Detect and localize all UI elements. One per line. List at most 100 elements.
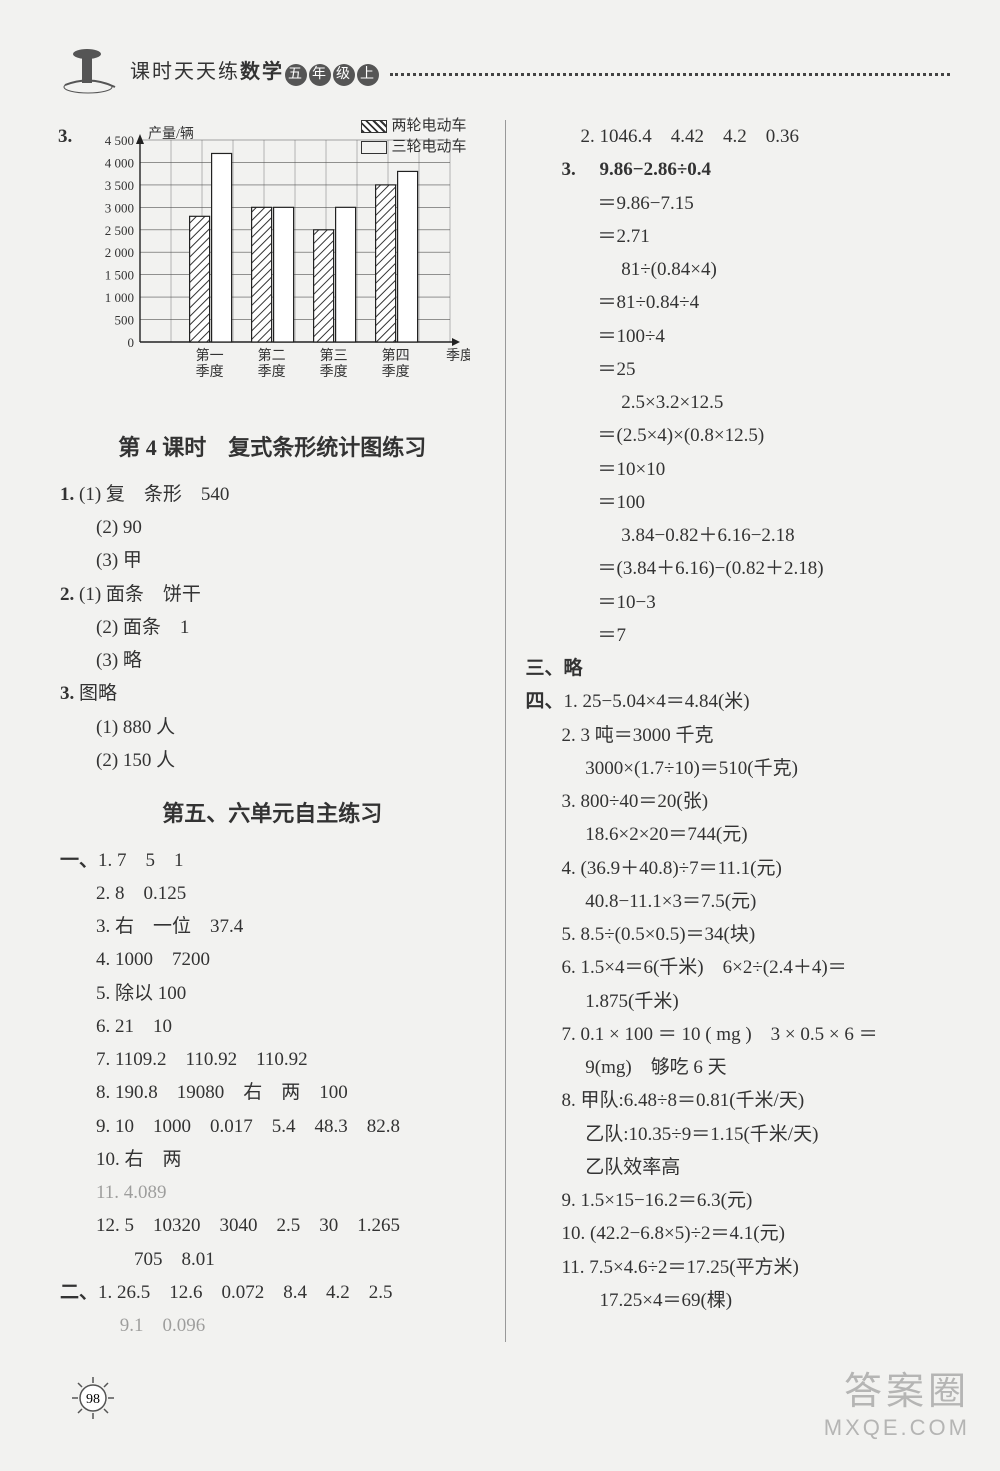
c13: ＝10−3 (526, 586, 951, 619)
si-8c: 乙队效率高 (526, 1151, 951, 1184)
si-4a: 4. (36.9＋40.8)÷7＝11.1(元) (526, 852, 951, 885)
si-4b: 40.8−11.1×3＝7.5(元) (526, 885, 951, 918)
svg-text:第一: 第一 (196, 347, 224, 364)
left-column: 3. 两轮电动车 三轮电动车 05001 0001 5002 0002 5003… (60, 120, 503, 1342)
q2-1: 2. (1) 面条 饼干 (60, 578, 485, 611)
yi-10: 10. 右 两 (60, 1143, 485, 1176)
svg-text:3 000: 3 000 (105, 200, 134, 215)
badge-nian: 年 (309, 64, 331, 86)
badge-grade: 五 (285, 64, 307, 86)
si-11b: 17.25×4＝69(棵) (526, 1284, 951, 1317)
svg-text:产量/辆: 产量/辆 (148, 126, 194, 142)
section-title-4: 第 4 课时 复式条形统计图练习 (60, 429, 485, 468)
chart-legend: 两轮电动车 三轮电动车 (361, 116, 466, 158)
bar-chart: 3. 两轮电动车 三轮电动车 05001 0001 5002 0002 5003… (80, 120, 485, 411)
svg-text:3 500: 3 500 (105, 178, 134, 193)
column-divider (505, 120, 506, 1342)
yi-4: 4. 1000 7200 (60, 943, 485, 976)
si-6b: 1.875(千米) (526, 985, 951, 1018)
q1-2: (2) 90 (60, 511, 485, 544)
si-7a: 7. 0.1 × 100 ＝ 10 ( mg ) 3 × 0.5 × 6 ＝ (526, 1018, 951, 1051)
c12: ＝(3.84＋6.16)−(0.82＋2.18) (526, 552, 951, 585)
c7: 2.5×3.2×12.5 (526, 386, 951, 419)
yi-12b: 705 8.01 (60, 1243, 485, 1276)
page-number: 98 (70, 1375, 116, 1421)
svg-text:第四: 第四 (382, 347, 410, 364)
page-header: 课时天天练数学五年级上 (60, 40, 950, 100)
yi-9: 9. 10 1000 0.017 5.4 48.3 82.8 (60, 1110, 485, 1143)
legend-label-1: 两轮电动车 (391, 116, 466, 137)
c1: ＝9.86−7.15 (526, 187, 951, 220)
section-title-56: 第五、六单元自主练习 (60, 795, 485, 834)
si-3b: 18.6×2×20＝744(元) (526, 818, 951, 851)
c3: 81÷(0.84×4) (526, 253, 951, 286)
chart-qnum: 3. (58, 120, 72, 153)
q3-2: (2) 150 人 (60, 744, 485, 777)
legend-swatch-2 (361, 141, 387, 154)
yi-8: 8. 190.8 19080 右 两 100 (60, 1076, 485, 1109)
svg-text:第三: 第三 (320, 347, 348, 364)
q3-1: (1) 880 人 (60, 711, 485, 744)
svg-text:2 000: 2 000 (105, 245, 134, 260)
legend-swatch-1 (361, 120, 387, 133)
q1-1: 1. (1) 复 条形 540 (60, 478, 485, 511)
svg-text:第二: 第二 (258, 347, 286, 364)
si-1: 四、1. 25−5.04×4＝4.84(米) (526, 685, 951, 718)
c11: 3.84−0.82＋6.16−2.18 (526, 519, 951, 552)
si-5: 5. 8.5÷(0.5×0.5)＝34(块) (526, 918, 951, 951)
c4: ＝81÷0.84÷4 (526, 286, 951, 319)
yi-3: 3. 右 一位 37.4 (60, 910, 485, 943)
q2-2: (2) 面条 1 (60, 611, 485, 644)
r-2: 2. 1046.4 4.42 4.2 0.36 (526, 120, 951, 153)
svg-text:季度: 季度 (258, 364, 286, 380)
svg-text:季度: 季度 (320, 364, 348, 380)
si-6a: 6. 1.5×4＝6(千米) 6×2÷(2.4＋4)＝ (526, 951, 951, 984)
r-3: 3. 9.86−2.86÷0.4 (526, 153, 951, 186)
badge-vol: 上 (357, 64, 379, 86)
er-1a: 二、1. 26.5 12.6 0.072 8.4 4.2 2.5 (60, 1276, 485, 1309)
q2-3: (3) 略 (60, 644, 485, 677)
si-11a: 11. 7.5×4.6÷2＝17.25(平方米) (526, 1251, 951, 1284)
c5: ＝100÷4 (526, 320, 951, 353)
yi-7: 7. 1109.2 110.92 110.92 (60, 1043, 485, 1076)
yi-1: 一、1. 7 5 1 (60, 844, 485, 877)
si-9: 9. 1.5×15−16.2＝6.3(元) (526, 1184, 951, 1217)
yi-2: 2. 8 0.125 (60, 877, 485, 910)
svg-text:4 500: 4 500 (105, 133, 134, 148)
chart-svg: 05001 0001 5002 0002 5003 0003 5004 0004… (80, 120, 470, 400)
svg-text:季度: 季度 (382, 364, 410, 380)
header-title: 课时天天练数学五年级上 (130, 55, 380, 86)
si-2b: 3000×(1.7÷10)＝510(千克) (526, 752, 951, 785)
svg-text:季度: 季度 (446, 348, 470, 364)
header-dots (390, 64, 950, 76)
c2: ＝2.71 (526, 220, 951, 253)
svg-text:2 500: 2 500 (105, 223, 134, 238)
c9: ＝10×10 (526, 453, 951, 486)
watermark-line1: 答案圈 (824, 1360, 970, 1415)
si-8a: 8. 甲队:6.48÷8＝0.81(千米/天) (526, 1084, 951, 1117)
q3-head: 3. 图略 (60, 677, 485, 710)
svg-text:98: 98 (86, 1392, 100, 1407)
svg-text:1 500: 1 500 (105, 268, 134, 283)
c6: ＝25 (526, 353, 951, 386)
yi-11: 11. 4.089 (60, 1176, 485, 1209)
legend-label-2: 三轮电动车 (391, 137, 466, 158)
yi-12a: 12. 5 10320 3040 2.5 30 1.265 (60, 1209, 485, 1242)
svg-text:0: 0 (128, 335, 135, 350)
yi-6: 6. 21 10 (60, 1010, 485, 1043)
yi-5: 5. 除以 100 (60, 977, 485, 1010)
svg-text:500: 500 (115, 313, 135, 328)
sun-icon: 98 (70, 1375, 116, 1421)
svg-text:季度: 季度 (196, 364, 224, 380)
er-1b: 9.1 0.096 (60, 1309, 485, 1342)
san: 三、略 (526, 652, 951, 685)
si-10: 10. (42.2−6.8×5)÷2＝4.1(元) (526, 1217, 951, 1250)
book-lamp-icon (60, 45, 120, 95)
si-7b: 9(mg) 够吃 6 天 (526, 1051, 951, 1084)
si-3a: 3. 800÷40＝20(张) (526, 785, 951, 818)
svg-text:1 000: 1 000 (105, 290, 134, 305)
si-8b: 乙队:10.35÷9＝1.15(千米/天) (526, 1118, 951, 1151)
badge-ji: 级 (333, 64, 355, 86)
watermark: 答案圈 MXQE.COM (824, 1360, 970, 1441)
c8: ＝(2.5×4)×(0.8×12.5) (526, 419, 951, 452)
